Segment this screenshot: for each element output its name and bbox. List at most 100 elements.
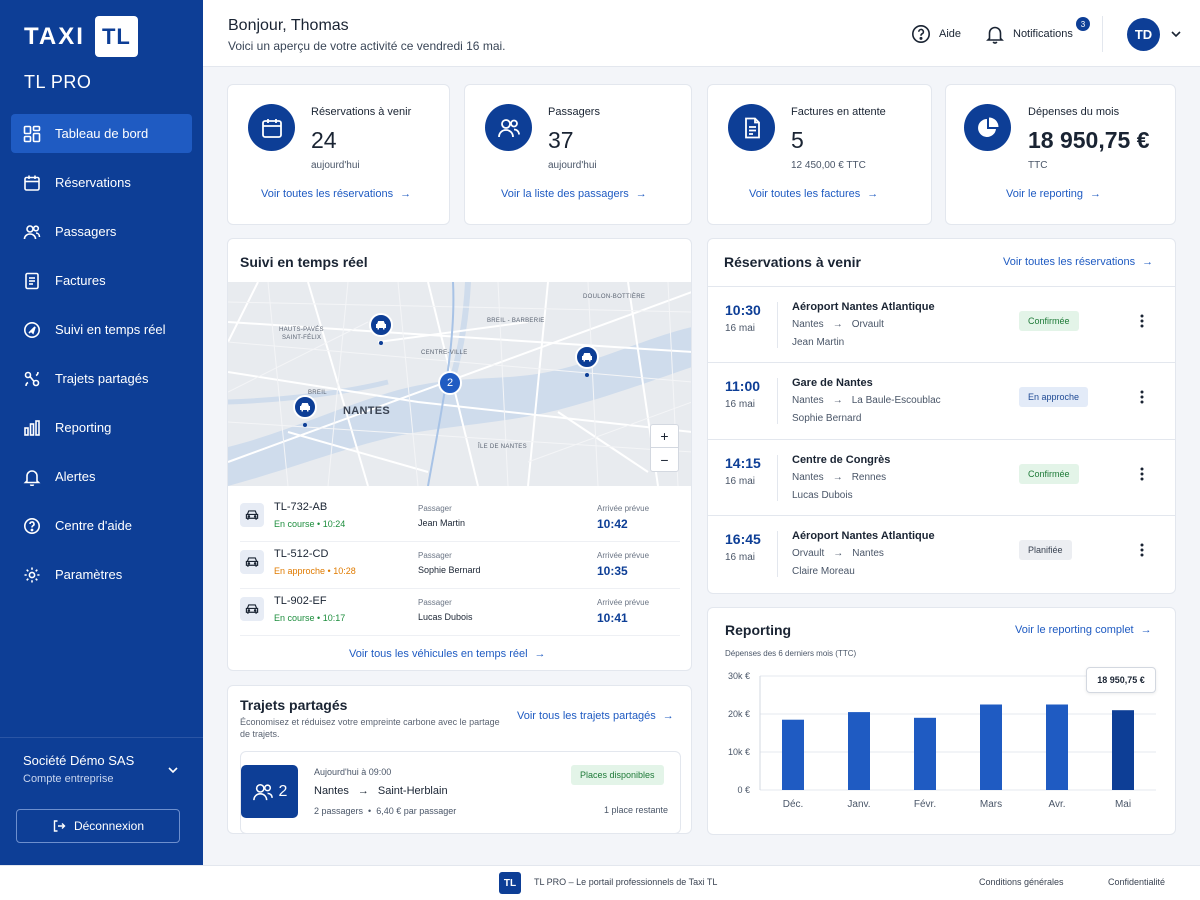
status-badge: Planifiée <box>1019 540 1072 560</box>
brand-logo[interactable]: TAXI TL <box>24 16 138 57</box>
stat-label: Passagers <box>548 106 600 118</box>
users-icon <box>252 783 273 800</box>
status-badge: Confirmée <box>1019 464 1079 484</box>
view-reporting-link[interactable]: Voir le reporting → <box>1006 188 1101 200</box>
more-options-icon[interactable] <box>1140 314 1144 328</box>
vehicle-plate: TL-512-CD <box>274 548 329 560</box>
sidebar-item-tracking[interactable]: Suivi en temps réel <box>11 310 192 349</box>
sidebar-item-alerts[interactable]: Alertes <box>11 457 192 496</box>
link-label: Voir tous les trajets partagés <box>517 710 656 722</box>
route-from: Orvault <box>792 548 825 559</box>
sidebar-item-reporting[interactable]: Reporting <box>11 408 192 447</box>
upcoming-reservations-card: Réservations à venir Voir toutes les rés… <box>707 238 1176 594</box>
shared-ride-price: 6,40 € par passager <box>376 806 457 816</box>
privacy-link[interactable]: Confidentialité <box>1108 877 1166 887</box>
sidebar-item-reservations[interactable]: Réservations <box>11 163 192 202</box>
avatar[interactable]: TD <box>1127 18 1160 51</box>
logo-mark: TL <box>94 16 138 57</box>
sidebar-item-label: Trajets partagés <box>55 371 149 386</box>
chart-bar[interactable] <box>980 704 1002 791</box>
terms-link[interactable]: Conditions générales <box>979 877 1064 887</box>
divider <box>777 302 778 348</box>
x-tick-label: Déc. <box>783 799 804 810</box>
stat-card-passengers: Passagers 37 aujourd'hui Voir la liste d… <box>464 84 692 225</box>
x-tick-label: Mars <box>980 799 1002 810</box>
vehicle-cluster[interactable]: 2 <box>438 371 462 395</box>
shared-ride-item[interactable]: 2 Aujourd'hui à 09:00 Nantes → Saint-Her… <box>240 751 681 834</box>
reservation-place: Aéroport Nantes Atlantique <box>792 530 935 542</box>
route-from: Nantes <box>792 319 824 330</box>
shared-ride-passengers: 2 passagers <box>314 806 364 816</box>
stat-value: 5 <box>791 127 804 153</box>
vehicle-pin[interactable] <box>369 313 393 337</box>
shared-rides-title: Trajets partagés <box>240 697 348 713</box>
view-passengers-link[interactable]: Voir la liste des passagers → <box>501 188 647 200</box>
x-tick-label: Févr. <box>914 799 936 810</box>
chart-bar[interactable] <box>914 717 936 790</box>
status-badge: Places disponibles <box>571 765 664 785</box>
chart-bar[interactable] <box>782 719 804 790</box>
logout-button[interactable]: Déconnexion <box>16 809 180 843</box>
arrow-right-icon: → <box>832 472 843 483</box>
status-text: En course <box>274 613 315 623</box>
vehicle-pin[interactable] <box>575 345 599 369</box>
zoom-in-button[interactable]: + <box>651 425 678 448</box>
sidebar-nav: Tableau de bord Réservations Passagers F… <box>11 114 192 604</box>
reservation-route: Nantes → Rennes <box>792 472 886 483</box>
x-tick-label: Avr. <box>1048 799 1065 810</box>
arrival-time: 10:35 <box>597 564 628 578</box>
company-type: Compte entreprise <box>23 773 114 785</box>
vehicle-row[interactable]: TL-902-EF En course • 10:17 Passager Luc… <box>240 589 680 636</box>
reservation-time: 16:45 <box>725 531 761 547</box>
view-reservations-link[interactable]: Voir toutes les réservations → <box>261 188 411 200</box>
vehicle-row[interactable]: TL-512-CD En approche • 10:28 Passager S… <box>240 542 680 589</box>
zoom-out-button[interactable]: − <box>660 451 669 468</box>
vehicle-row[interactable]: TL-732-AB En course • 10:24 Passager Jea… <box>240 495 680 542</box>
live-map[interactable]: HAUTS-PAVÉS SAINT-FÉLIX BREIL - BARBERIE… <box>228 282 691 486</box>
notifications-button[interactable]: Notifications 3 <box>985 17 1090 44</box>
more-options-icon[interactable] <box>1140 543 1144 557</box>
reporting-card: Reporting Voir le reporting complet → Dép… <box>707 607 1176 835</box>
chart-bar[interactable] <box>1046 704 1068 791</box>
sidebar-item-help[interactable]: Centre d'aide <box>11 506 192 545</box>
arrow-right-icon: → <box>832 395 843 406</box>
arrow-right-icon: → <box>1090 188 1102 200</box>
x-tick-label: Janv. <box>847 799 870 810</box>
stat-sub: 12 450,00 € TTC <box>791 160 866 171</box>
more-options-icon[interactable] <box>1140 467 1144 481</box>
view-shared-rides-link[interactable]: Voir tous les trajets partagés → <box>517 710 674 722</box>
sidebar-item-passengers[interactable]: Passagers <box>11 212 192 251</box>
reservation-place: Centre de Congrès <box>792 454 891 466</box>
sidebar-item-dashboard[interactable]: Tableau de bord <box>11 114 192 153</box>
reservation-row[interactable]: 16:45 16 mai Aéroport Nantes Atlantique … <box>708 515 1175 591</box>
reservation-row[interactable]: 14:15 16 mai Centre de Congrès Nantes → Re… <box>708 439 1175 515</box>
vehicle-pin[interactable] <box>293 395 317 419</box>
route-to: La Baule-Escoublac <box>851 395 941 406</box>
help-button[interactable]: Aide <box>911 24 961 44</box>
status-time: 10:17 <box>322 613 346 623</box>
company-switcher[interactable]: Société Démo SAS Compte entreprise <box>0 737 203 785</box>
chevron-down-icon[interactable] <box>1170 30 1182 38</box>
route-from: Nantes <box>792 395 824 406</box>
view-full-reporting-link[interactable]: Voir le reporting complet → <box>1015 624 1152 636</box>
map-label: NANTES <box>343 405 391 417</box>
arrow-right-icon: → <box>833 548 844 559</box>
chart-bar[interactable] <box>1112 710 1134 790</box>
chart-subtitle: Dépenses des 6 derniers mois (TTC) <box>725 649 857 658</box>
reservation-row[interactable]: 11:00 16 mai Gare de Nantes Nantes → La Ba… <box>708 362 1175 438</box>
view-invoices-link[interactable]: Voir toutes les factures → <box>749 188 878 200</box>
chevron-down-icon[interactable] <box>167 766 179 774</box>
more-options-icon[interactable] <box>1140 390 1144 404</box>
shared-ride-count: 2 <box>278 782 288 800</box>
logout-label: Déconnexion <box>73 819 145 833</box>
view-all-vehicles-link[interactable]: Voir tous les véhicules en temps réel → <box>349 648 546 660</box>
calendar-icon <box>24 175 40 191</box>
reservation-row[interactable]: 10:30 16 mai Aéroport Nantes Atlantique … <box>708 286 1175 362</box>
view-all-reservations-link[interactable]: Voir toutes les réservations → <box>1003 256 1153 268</box>
sidebar-item-settings[interactable]: Paramètres <box>11 555 192 594</box>
sidebar-item-shared-rides[interactable]: Trajets partagés <box>11 359 192 398</box>
chart-bar[interactable] <box>848 712 870 790</box>
passenger-label: Passager <box>418 551 452 560</box>
sidebar-item-label: Réservations <box>55 175 131 190</box>
sidebar-item-invoices[interactable]: Factures <box>11 261 192 300</box>
